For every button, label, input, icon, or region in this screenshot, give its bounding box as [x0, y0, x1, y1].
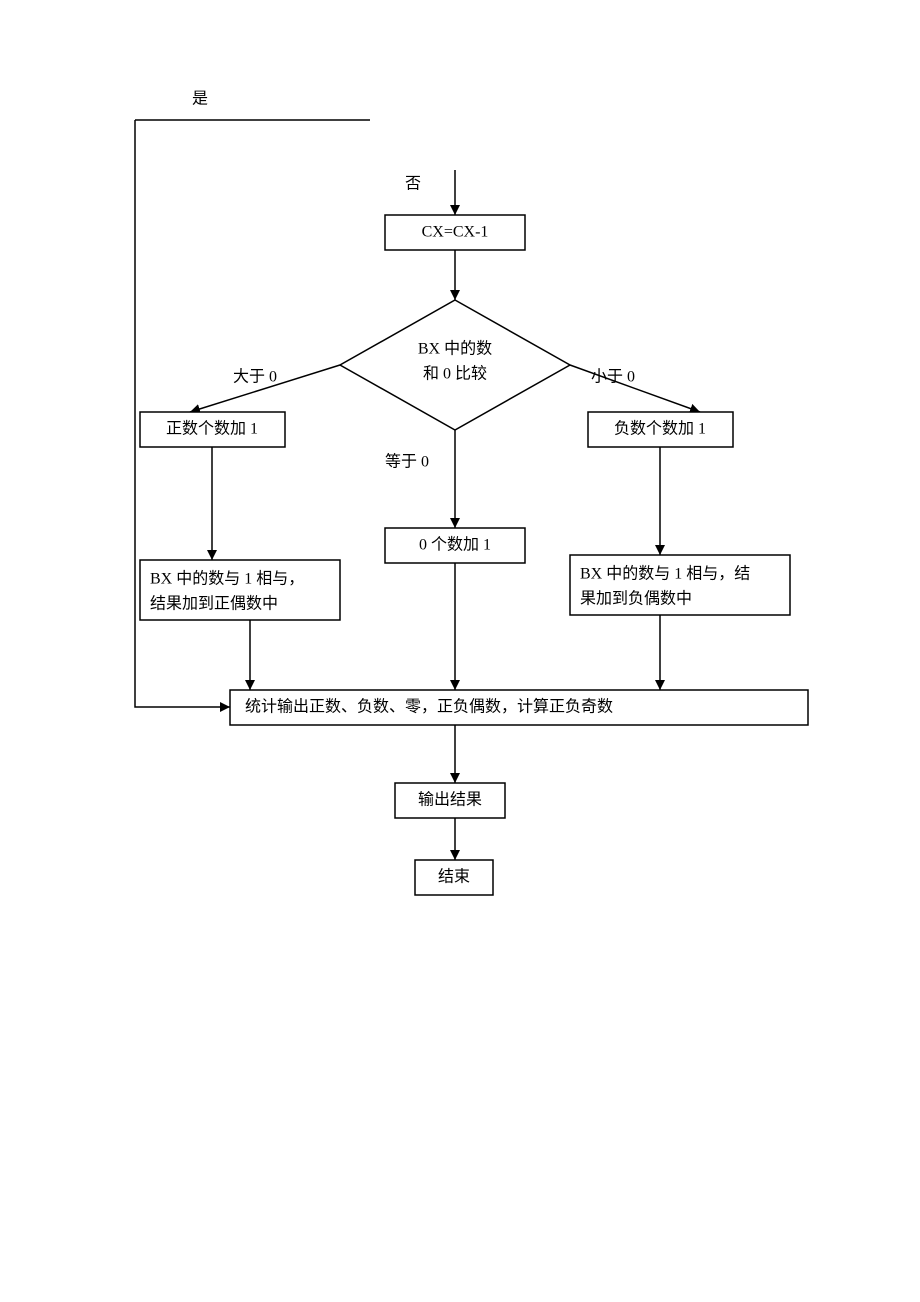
node-summary-text: 统计输出正数、负数、零，正负偶数，计算正负奇数: [245, 697, 613, 716]
label-equal: 等于 0: [385, 453, 429, 471]
node-pos-inc-text: 正数个数加 1: [166, 420, 258, 438]
node-compare-text2: 和 0 比较: [423, 365, 487, 383]
node-compare-text1: BX 中的数: [418, 340, 492, 358]
node-pos-and-text2: 结果加到正偶数中: [150, 595, 278, 613]
node-output: 输出结果: [395, 783, 505, 818]
node-end: 结束: [415, 860, 493, 895]
label-yes: 是: [192, 91, 208, 108]
node-pos-and-text1: BX 中的数与 1 相与，: [150, 570, 304, 588]
node-end-text: 结束: [438, 868, 470, 886]
node-cx-text: CX=CX-1: [422, 224, 489, 241]
node-neg-and-text1: BX 中的数与 1 相与，结: [580, 565, 750, 583]
node-pos-and: BX 中的数与 1 相与， 结果加到正偶数中: [140, 560, 340, 620]
label-greater: 大于 0: [233, 368, 277, 386]
label-less: 小于 0: [591, 368, 635, 386]
node-neg-and: BX 中的数与 1 相与，结 果加到负偶数中: [570, 555, 790, 615]
node-zero-inc-text: 0 个数加 1: [419, 536, 491, 554]
node-zero-inc: 0 个数加 1: [385, 528, 525, 563]
node-compare: BX 中的数 和 0 比较: [340, 300, 570, 430]
label-no: 否: [405, 176, 421, 193]
node-neg-inc-text: 负数个数加 1: [614, 420, 706, 438]
node-cx: CX=CX-1: [385, 215, 525, 250]
node-pos-inc: 正数个数加 1: [140, 412, 285, 447]
node-neg-and-text2: 果加到负偶数中: [580, 590, 692, 608]
node-neg-inc: 负数个数加 1: [588, 412, 733, 447]
node-output-text: 输出结果: [418, 791, 482, 809]
node-summary: 统计输出正数、负数、零，正负偶数，计算正负奇数: [230, 690, 808, 725]
